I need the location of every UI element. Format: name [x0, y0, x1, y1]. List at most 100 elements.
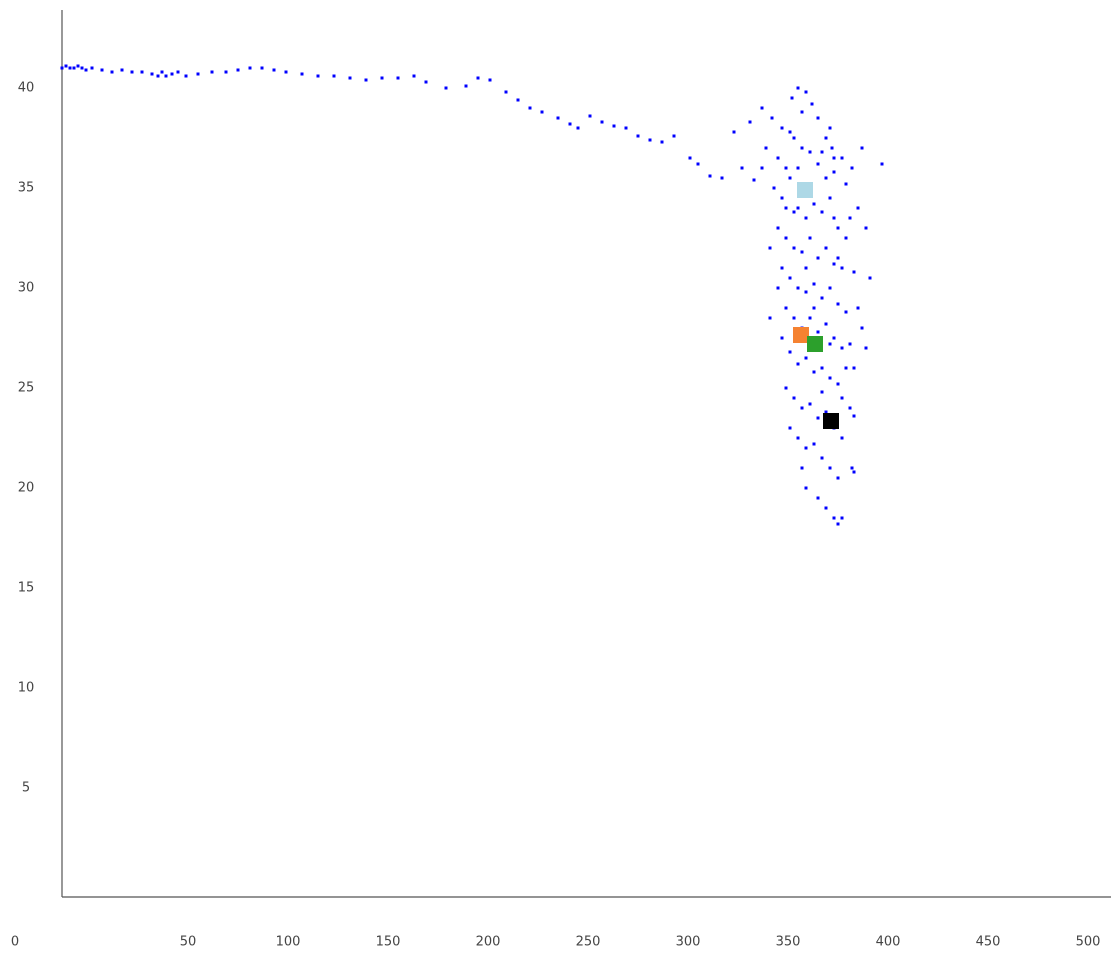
x-tick-label: 50: [180, 935, 197, 950]
point: [396, 76, 400, 80]
y-tick-label: 35: [18, 181, 35, 196]
point: [660, 140, 664, 144]
point: [856, 306, 860, 310]
point: [848, 406, 852, 410]
point: [740, 166, 744, 170]
point: [748, 120, 752, 124]
point: [840, 156, 844, 160]
point: [824, 136, 828, 140]
point: [864, 346, 868, 350]
point: [824, 322, 828, 326]
point: [800, 406, 804, 410]
point: [540, 110, 544, 114]
point: [380, 76, 384, 80]
point: [850, 166, 854, 170]
point: [772, 186, 776, 190]
point: [836, 256, 840, 260]
point: [804, 486, 808, 490]
point: [776, 286, 780, 290]
point: [820, 366, 824, 370]
point: [792, 246, 796, 250]
point: [768, 246, 772, 250]
point: [752, 178, 756, 182]
point: [150, 72, 154, 76]
point: [848, 342, 852, 346]
y-tick-label: 40: [18, 81, 35, 96]
point: [780, 196, 784, 200]
point: [816, 256, 820, 260]
point: [820, 390, 824, 394]
point: [780, 336, 784, 340]
point: [64, 64, 68, 68]
point: [672, 134, 676, 138]
point: [444, 86, 448, 90]
point: [688, 156, 692, 160]
point: [784, 166, 788, 170]
point: [832, 262, 836, 266]
point: [832, 336, 836, 340]
point: [576, 126, 580, 130]
point: [852, 366, 856, 370]
y-tick-label: 5: [22, 781, 30, 796]
point: [300, 72, 304, 76]
point: [804, 90, 808, 94]
point: [836, 226, 840, 230]
point: [224, 70, 228, 74]
point: [844, 366, 848, 370]
point: [820, 210, 824, 214]
point: [364, 78, 368, 82]
point: [784, 386, 788, 390]
point: [844, 236, 848, 240]
point: [792, 210, 796, 214]
point: [832, 156, 836, 160]
point: [844, 182, 848, 186]
point: [836, 382, 840, 386]
point: [840, 436, 844, 440]
x-tick-label: 100: [276, 935, 301, 950]
point: [788, 276, 792, 280]
point: [868, 276, 872, 280]
x-tick-label: 0: [11, 935, 19, 950]
y-tick-label: 15: [18, 581, 35, 596]
point: [488, 78, 492, 82]
point: [840, 266, 844, 270]
point: [110, 70, 114, 74]
y-tick-label: 20: [18, 481, 35, 496]
point: [804, 266, 808, 270]
x-tick-label: 500: [1076, 935, 1101, 950]
point: [348, 76, 352, 80]
point: [816, 416, 820, 420]
point: [796, 86, 800, 90]
point: [770, 116, 774, 120]
point: [788, 176, 792, 180]
point: [830, 146, 834, 150]
point: [708, 174, 712, 178]
point: [828, 126, 832, 130]
point: [812, 306, 816, 310]
point: [464, 84, 468, 88]
point: [72, 66, 76, 70]
point: [696, 162, 700, 166]
point: [316, 74, 320, 78]
point: [836, 522, 840, 526]
highlight-point: [807, 336, 823, 352]
point: [412, 74, 416, 78]
point: [852, 470, 856, 474]
point: [120, 68, 124, 72]
point: [816, 116, 820, 120]
point: [788, 426, 792, 430]
point: [476, 76, 480, 80]
point: [236, 68, 240, 72]
point: [820, 456, 824, 460]
point: [768, 316, 772, 320]
point: [80, 66, 84, 70]
point: [804, 216, 808, 220]
point: [852, 414, 856, 418]
point: [528, 106, 532, 110]
y-tick-label: 30: [18, 281, 35, 296]
point: [732, 130, 736, 134]
point: [76, 64, 80, 68]
point: [828, 342, 832, 346]
point: [260, 66, 264, 70]
